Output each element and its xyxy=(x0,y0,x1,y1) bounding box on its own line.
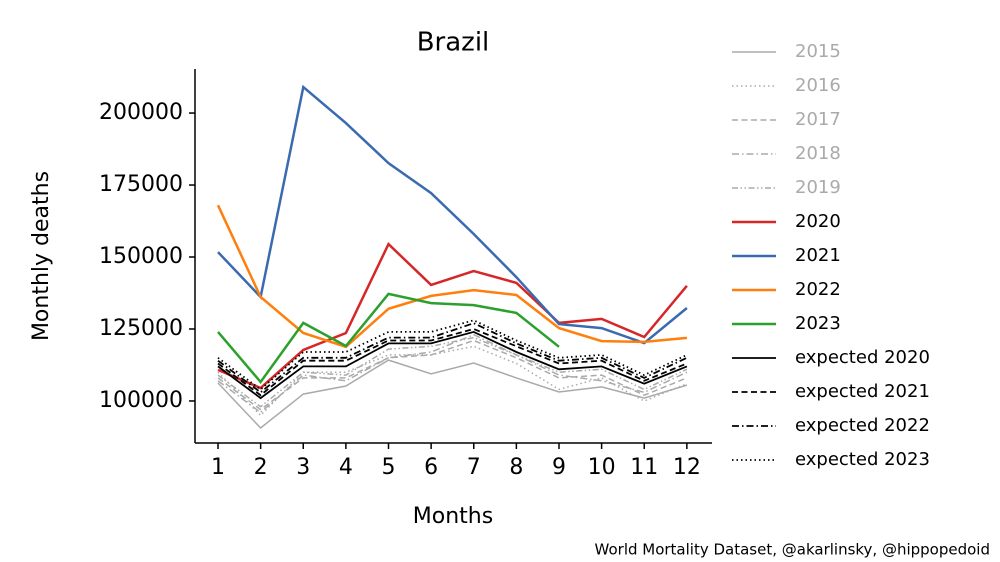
x-tick-label: 1 xyxy=(211,455,225,480)
x-tick-label: 2 xyxy=(254,455,268,480)
legend-label: 2023 xyxy=(795,313,841,334)
legend-label: 2020 xyxy=(795,211,841,232)
legend-label: expected 2023 xyxy=(795,449,930,470)
x-tick-label: 10 xyxy=(588,455,616,480)
y-tick-label: 200000 xyxy=(99,100,183,125)
y-tick-label: 175000 xyxy=(99,172,183,197)
legend-label: expected 2020 xyxy=(795,347,930,368)
series-line xyxy=(217,333,688,414)
x-tick-label: 12 xyxy=(673,455,701,480)
series-line xyxy=(217,339,688,411)
series-line xyxy=(217,322,688,394)
legend-label: expected 2022 xyxy=(795,415,930,436)
x-tick-label: 3 xyxy=(296,455,310,480)
legend-label: 2019 xyxy=(795,177,841,198)
x-tick-label: 11 xyxy=(630,455,658,480)
series-line xyxy=(217,84,688,345)
source-note: World Mortality Dataset, @akarlinsky, @h… xyxy=(595,541,990,559)
series-line xyxy=(217,328,688,397)
legend-label: 2017 xyxy=(795,109,841,130)
series-line xyxy=(216,204,688,349)
legend-label: expected 2021 xyxy=(795,381,930,402)
x-tick-label: 5 xyxy=(382,455,396,480)
series-line xyxy=(217,292,560,385)
x-axis-label: Months xyxy=(413,504,493,529)
x-tick-label: 8 xyxy=(509,455,523,480)
chart-title: Brazil xyxy=(417,28,490,58)
x-tick-label: 7 xyxy=(467,455,481,480)
series-line xyxy=(217,330,688,400)
x-tick-label: 9 xyxy=(552,455,566,480)
y-tick-label: 100000 xyxy=(99,388,183,413)
series-line xyxy=(217,336,688,408)
legend-label: 2015 xyxy=(795,41,841,62)
x-tick-label: 4 xyxy=(339,455,353,480)
y-axis-label: Monthly deaths xyxy=(29,171,54,341)
series-line xyxy=(217,242,688,390)
legend-label: 2016 xyxy=(795,75,841,96)
series-line xyxy=(217,359,688,430)
series-line xyxy=(217,319,688,391)
legend-label: 2021 xyxy=(795,245,841,266)
y-tick-label: 125000 xyxy=(99,316,183,341)
legend-label: 2022 xyxy=(795,279,841,300)
y-tick-label: 150000 xyxy=(99,244,183,269)
x-tick-label: 6 xyxy=(424,455,438,480)
legend-label: 2018 xyxy=(795,143,841,164)
